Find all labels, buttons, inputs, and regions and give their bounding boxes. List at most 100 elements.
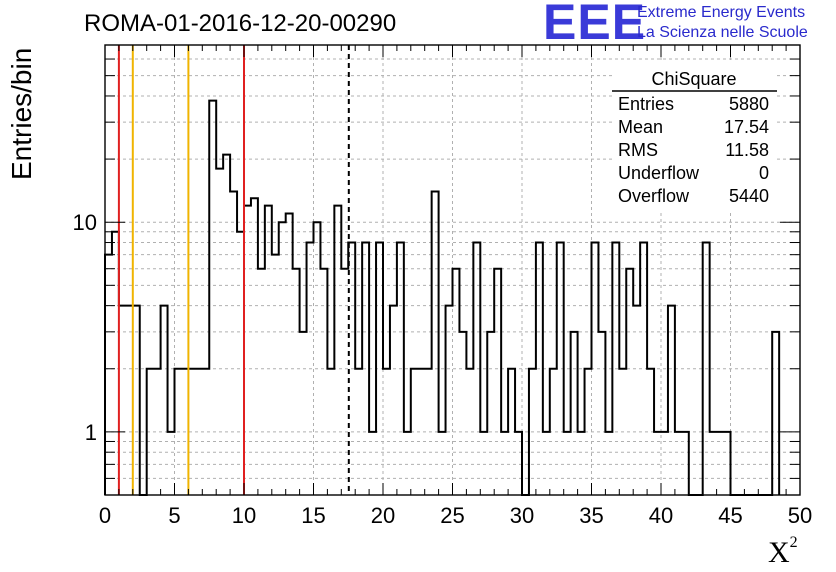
axis-ticks [104,44,801,496]
histogram-bin [703,243,710,495]
histogram-bin [453,269,460,495]
histogram-bin [425,369,432,495]
histogram-bin [147,369,154,495]
x-tick-label: 45 [718,503,742,528]
histogram-bin [362,243,369,495]
histogram-bin [564,432,571,495]
histogram-bin [209,101,216,495]
stats-label: Underflow [618,163,700,183]
histogram-bin [223,155,230,495]
histogram-bin [494,269,501,495]
histogram-bin [251,198,258,495]
y-tick-label: 1 [85,420,97,445]
histogram-bin [133,306,140,495]
histogram-bin [286,214,293,495]
histogram-bin [605,432,612,495]
stats-label: Mean [618,117,663,137]
histogram-bin [661,432,668,495]
histogram-bin [161,306,168,495]
histogram-bin [188,369,195,495]
histogram-bin [126,306,133,495]
x-axis-label-superscript: 2 [789,534,798,551]
histogram-bin [473,243,480,495]
histogram-bin [626,269,633,495]
histogram-bin [300,332,307,495]
x-tick-label: 35 [579,503,603,528]
stats-value: 0 [759,163,769,183]
histogram-bin [487,332,494,495]
histogram-bin [334,206,341,495]
histogram-bin [654,432,661,495]
x-tick-label: 15 [301,503,325,528]
histogram-bin [501,432,508,495]
stats-value: 5440 [729,186,769,206]
histogram-bin [341,269,348,495]
histogram-bin [181,369,188,495]
histogram-bin [411,369,418,495]
y-tick-label: 10 [73,210,97,235]
x-tick-label: 0 [99,503,111,528]
histogram-bin [404,432,411,495]
histogram-bin [439,432,446,495]
histogram-bin [168,432,175,495]
logo-line-2: La Scienza nelle Scuole [637,24,808,41]
histogram-bin [202,369,209,495]
histogram-bin [369,432,376,495]
x-tick-label: 25 [440,503,464,528]
histogram-bin [376,243,383,495]
histogram-bin [418,369,425,495]
histogram-bin [675,432,682,495]
tick-labels: 0 5 10 15 20 25 30 35 40 45 50 1 10 [73,210,813,528]
histogram-bin [258,269,265,495]
x-axis-label-base: X [768,536,790,569]
histogram-bin [466,369,473,495]
histogram-bin [772,332,779,495]
histogram-bin [154,369,161,495]
histogram-bin [244,206,251,495]
histogram-bin [619,369,626,495]
stats-label: RMS [618,140,658,160]
histogram-bin [237,232,244,495]
histogram-outline [104,99,781,496]
histogram-bin [557,243,564,495]
histogram-bin [647,369,654,495]
histogram-bin [529,369,536,495]
histogram-bin [585,369,592,495]
stats-title: ChiSquare [651,69,736,89]
histogram-bin [592,243,599,495]
vertical-lines [117,45,350,495]
histogram-bin [536,243,543,495]
histogram-bin [508,369,515,495]
histogram-bin [717,432,724,495]
histogram-bin [119,306,126,495]
histogram-bin [724,432,731,495]
x-tick-label: 30 [510,503,534,528]
x-tick-label: 10 [232,503,256,528]
histogram-bin [640,243,647,495]
histogram-bin [550,369,557,495]
histogram-bin [105,255,112,495]
stats-value: 5880 [729,94,769,114]
histogram-bin [397,243,404,495]
histogram-bin [459,332,466,495]
histogram-bin [598,332,605,495]
histogram-bin [571,332,578,495]
x-tick-label: 20 [371,503,395,528]
stats-value: 11.58 [725,140,769,160]
histogram-bin [355,369,362,495]
histogram-bin [543,432,550,495]
histogram-bin [612,243,619,495]
x-tick-label: 50 [788,503,812,528]
stats-label: Overflow [618,186,690,206]
stats-label: Entries [618,94,674,114]
x-tick-label: 5 [168,503,180,528]
x-axis-label: X2 [768,534,798,570]
histogram-bin [710,432,717,495]
histogram-bin [480,432,487,495]
histogram-bin [668,306,675,495]
histogram-bin [682,432,689,495]
histogram-bin [265,206,272,495]
histogram-bin [216,169,223,495]
histogram-bin [633,306,640,495]
histogram-bin [175,369,182,495]
